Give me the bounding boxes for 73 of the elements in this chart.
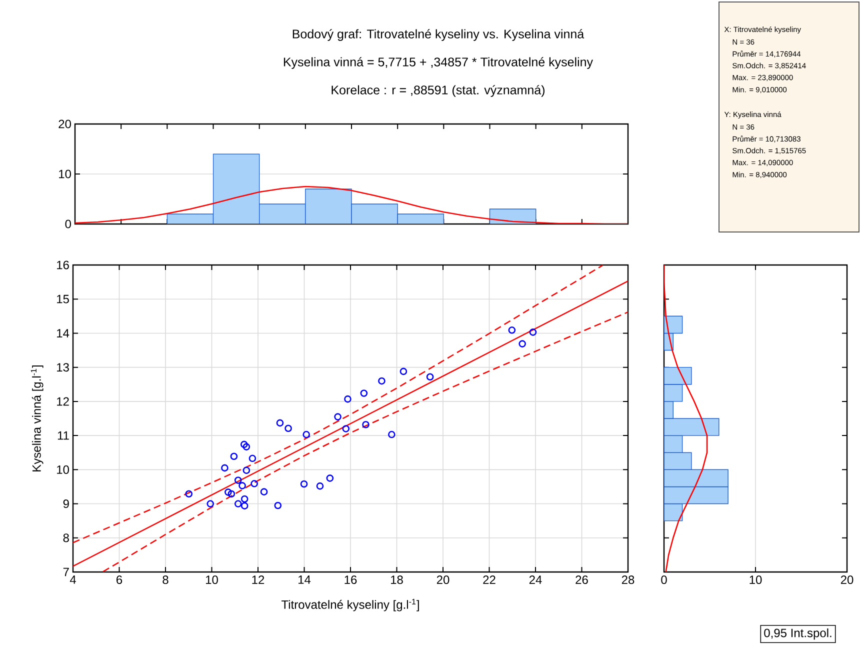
point <box>260 488 268 496</box>
point <box>284 424 292 432</box>
point <box>302 430 310 438</box>
point <box>242 466 250 474</box>
chart-title: Bodový graf: Titrovatelné kyseliny vs. Kyselina vinná <box>292 29 584 41</box>
chart-subtitle: Kyselina vinná = 5,7715 + ,34857 * Titrovatelné kyseliny <box>284 57 593 69</box>
y-tick-label: 0 <box>65 220 72 228</box>
point <box>334 413 342 420</box>
point <box>242 443 250 450</box>
point <box>274 502 282 510</box>
x-tick-label: 16 <box>344 576 357 584</box>
point <box>326 474 334 482</box>
x-tick-label: 18 <box>390 576 403 584</box>
x-tick-label: 14 <box>298 576 311 584</box>
point <box>221 464 228 472</box>
x-tick-label: 24 <box>529 576 542 584</box>
x-tick-label: 0 <box>661 576 667 584</box>
point <box>518 340 526 348</box>
y-tick-label: 12 <box>57 397 69 406</box>
point <box>206 500 214 508</box>
x-tick-label: 22 <box>483 576 496 584</box>
x-tick-label: 10 <box>206 576 218 584</box>
point <box>276 419 284 427</box>
point <box>400 368 408 376</box>
y-tick-label: 7 <box>63 568 69 576</box>
point <box>228 490 236 498</box>
y-tick-label: 8 <box>63 534 69 542</box>
point <box>360 390 368 397</box>
x-tick-label: 26 <box>576 576 588 584</box>
point <box>240 440 248 448</box>
point <box>362 420 370 428</box>
y-tick-label: 10 <box>57 465 70 474</box>
y-tick-label: 10 <box>59 170 72 178</box>
point <box>426 373 434 381</box>
point <box>240 495 248 503</box>
point <box>230 452 238 460</box>
y-tick-label: 11 <box>58 431 69 440</box>
x-tick-label: 4 <box>70 576 76 584</box>
x-tick-label: 10 <box>750 576 762 584</box>
point <box>238 482 246 490</box>
x-tick-label: 28 <box>622 576 634 584</box>
point <box>388 430 396 438</box>
point <box>234 500 242 508</box>
y-tick-label: 15 <box>57 294 69 304</box>
point <box>378 377 386 385</box>
line-series <box>75 186 628 224</box>
y-tick-label: 16 <box>57 260 69 270</box>
point <box>224 488 232 496</box>
x-tick-label: 6 <box>116 576 122 584</box>
y-axis-title: Kyselina vinná [g.l$^{-1}$] <box>30 366 44 472</box>
point <box>248 454 256 462</box>
y-tick-label: 13 <box>57 363 69 372</box>
y-tick-label: 9 <box>63 500 69 508</box>
point <box>529 328 537 336</box>
point <box>240 502 248 510</box>
y-tick-label: 14 <box>57 329 70 338</box>
point <box>185 490 193 498</box>
x-tick-label: 12 <box>252 576 264 584</box>
point <box>250 480 258 488</box>
point <box>234 476 242 484</box>
y-tick-label: 20 <box>58 120 72 128</box>
line-series <box>102 311 628 572</box>
point <box>342 425 350 432</box>
text: 0,95 Int.spol. <box>764 628 832 640</box>
text: Korelace : r = ,88591 (stat. významná) <box>332 85 544 97</box>
point <box>316 482 324 490</box>
x-tick-label: 20 <box>436 576 450 584</box>
x-axis-title: Titrovatelné kyseliny [g.l$^{-1}$] <box>281 598 419 612</box>
point <box>300 480 308 488</box>
x-tick-label: 8 <box>162 576 168 584</box>
point <box>508 326 516 334</box>
point <box>344 395 352 403</box>
x-tick-label: 20 <box>840 576 854 584</box>
